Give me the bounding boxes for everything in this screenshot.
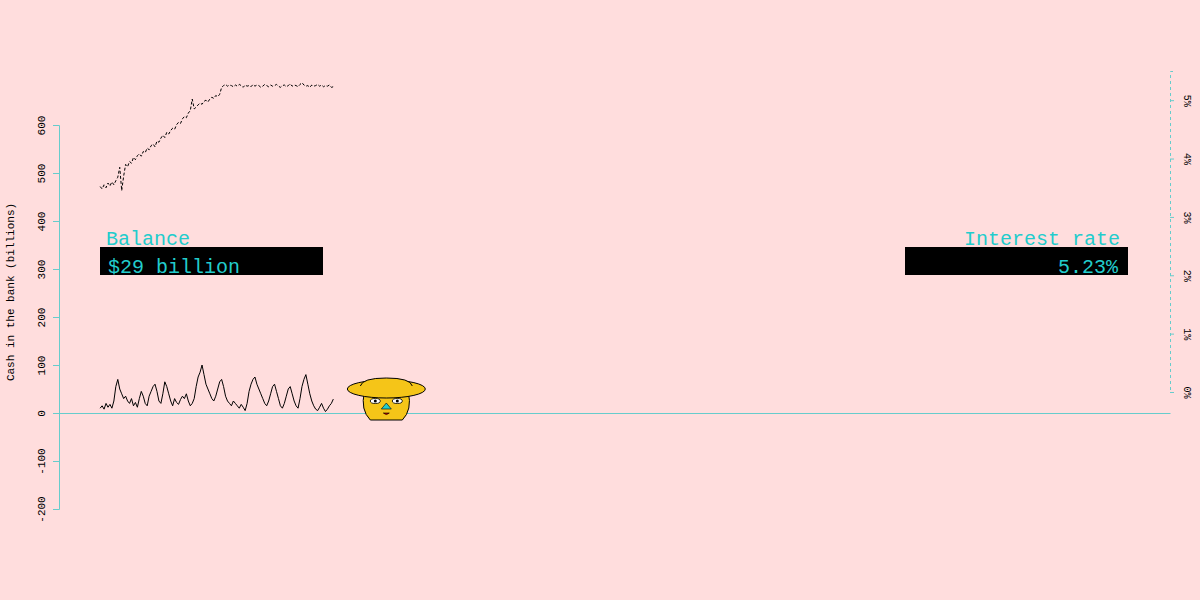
series-line — [100, 83, 333, 191]
y-tick: 300 — [36, 260, 59, 280]
character-nose — [381, 403, 391, 409]
chart: -200 -100 0 100 200 300 400 500 600 0% 1% 2% 3% 4% 5% C… — [0, 0, 1200, 600]
y2-tick: 4% — [1170, 153, 1192, 165]
y2-tick-label: 0% — [1181, 386, 1192, 398]
annotation-value: $29 billion — [108, 256, 240, 279]
y2-tick: 3% — [1170, 211, 1192, 223]
y-tick-label: 300 — [36, 260, 48, 280]
series-line — [100, 365, 333, 412]
character-eye — [370, 399, 380, 404]
y-axis-line — [53, 126, 60, 510]
y2-tick-label: 3% — [1181, 211, 1192, 223]
annotation-title: Interest rate — [964, 228, 1120, 251]
y-tick-mark — [53, 509, 59, 510]
y-tick: 0 — [36, 410, 59, 417]
y-tick-mark — [53, 173, 59, 174]
y-tick: -100 — [36, 448, 59, 474]
y-tick-label: -100 — [36, 448, 48, 474]
character-pupil — [396, 400, 399, 403]
x-axis — [60, 413, 1171, 414]
annotation: Interest rate 5.23% — [905, 228, 1128, 279]
y2-tick-label: 2% — [1181, 270, 1192, 282]
y-tick-label: 500 — [36, 164, 48, 184]
y2-axis-line — [1171, 72, 1175, 393]
plot-area — [100, 83, 333, 412]
y2-tick-label: 5% — [1181, 95, 1192, 107]
y2-tick-mark — [1170, 100, 1174, 101]
y-tick-label: 600 — [36, 116, 48, 136]
y-tick-label: 0 — [36, 410, 48, 417]
y-tick: 500 — [36, 164, 59, 184]
y2-tick: 5% — [1170, 95, 1192, 107]
y2-tick: 0% — [1170, 386, 1192, 398]
y2-tick: 2% — [1170, 270, 1192, 282]
y2-tick: 1% — [1170, 328, 1192, 340]
y2-tick-mark — [1170, 159, 1174, 160]
y-tick-mark — [53, 461, 59, 462]
character-mouth — [383, 413, 389, 415]
annotation-title: Balance — [106, 228, 190, 251]
y-axis: -200 -100 0 100 200 300 400 500 600 — [36, 116, 60, 523]
y-tick-mark — [53, 317, 59, 318]
y-tick: 200 — [36, 308, 59, 328]
x-axis-line — [60, 413, 1171, 414]
y-tick: 100 — [36, 356, 59, 376]
y-tick-mark — [53, 365, 59, 366]
y-tick: 400 — [36, 212, 59, 232]
character-hat-top — [360, 378, 412, 386]
y-tick-label: 400 — [36, 212, 48, 232]
y-tick-label: 200 — [36, 308, 48, 328]
y2-tick-mark — [1170, 217, 1174, 218]
background — [0, 0, 1200, 600]
y-axis-title: Cash in the bank (billions) — [5, 203, 17, 381]
y2-tick-mark — [1170, 392, 1174, 393]
annotation: Balance $29 billion — [100, 228, 323, 279]
annotation-value: 5.23% — [1058, 256, 1119, 279]
y-tick-label: 100 — [36, 356, 48, 376]
character-eye — [392, 399, 402, 404]
y-tick: -200 — [36, 496, 59, 522]
y2-axis: 0% 1% 2% 3% 4% 5% — [1170, 72, 1192, 399]
y2-tick-label: 4% — [1181, 153, 1192, 165]
character-pupil — [374, 400, 377, 403]
y-tick-mark — [53, 269, 59, 270]
y-tick-mark — [53, 413, 59, 414]
y-tick-mark — [53, 221, 59, 222]
y-tick-mark — [53, 125, 59, 126]
y2-tick-mark — [1170, 275, 1174, 276]
y2-tick-mark — [1170, 334, 1174, 335]
y-tick: 600 — [36, 116, 59, 136]
character — [347, 378, 425, 420]
y-tick-label: -200 — [36, 496, 48, 522]
y2-tick-label: 1% — [1181, 328, 1192, 340]
